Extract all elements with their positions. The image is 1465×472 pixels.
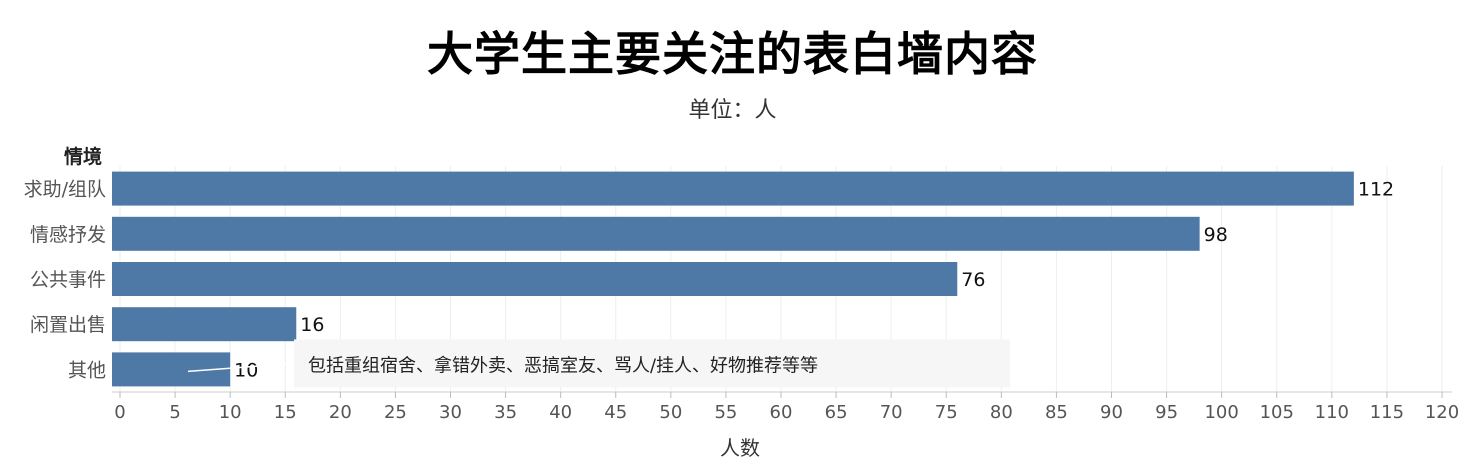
x-tick-label: 105	[1260, 402, 1294, 423]
data-label: 98	[1204, 224, 1228, 246]
y-axis-label: 情境	[64, 146, 103, 168]
chart-title: 大学生主要关注的表白墙内容	[427, 27, 1038, 81]
x-tick-label: 110	[1315, 402, 1349, 423]
x-tick-label: 20	[329, 402, 352, 423]
category-label: 其他	[68, 359, 106, 381]
x-tick-label: 65	[825, 402, 848, 423]
x-tick-label: 75	[935, 402, 958, 423]
x-tick-label: 55	[714, 402, 737, 423]
x-tick-label: 80	[990, 402, 1013, 423]
annotation-connector	[187, 362, 295, 373]
chart-subtitle: 单位：人	[688, 98, 777, 123]
bar	[112, 216, 1200, 251]
x-axis-label: 人数	[720, 436, 760, 460]
category-label: 公共事件	[30, 269, 106, 291]
x-tick-label: 90	[1100, 402, 1123, 423]
x-tick-label: 100	[1204, 402, 1238, 423]
x-tick-label: 15	[274, 402, 297, 423]
data-label: 76	[961, 269, 985, 291]
annotation-box	[294, 339, 1010, 388]
x-tick-label: 45	[604, 402, 627, 423]
bar	[112, 171, 1354, 206]
category-label: 闲置出售	[30, 314, 106, 336]
x-tick-label: 40	[549, 402, 572, 423]
data-label: 16	[300, 314, 324, 336]
x-tick-label: 95	[1155, 402, 1178, 423]
x-tick-label: 30	[439, 402, 462, 423]
category-label: 情感抒发	[30, 224, 106, 246]
x-tick-label: 35	[494, 402, 517, 423]
data-label: 112	[1358, 179, 1394, 201]
x-tick-label: 5	[169, 402, 180, 423]
x-tick-label: 10	[219, 402, 242, 423]
x-tick-label: 115	[1370, 402, 1404, 423]
bar	[112, 307, 297, 342]
x-tick-label: 25	[384, 402, 407, 423]
x-tick-label: 50	[659, 402, 682, 423]
x-tick-label: 70	[880, 402, 903, 423]
x-tick-label: 60	[770, 402, 793, 423]
x-tick-label: 0	[114, 402, 125, 423]
x-tick-label: 85	[1045, 402, 1068, 423]
bar	[112, 262, 958, 296]
data-label: 10	[234, 359, 258, 381]
category-label: 求助/组队	[24, 179, 106, 201]
annotation-text: 包括重组宿舍、拿错外卖、恶搞室友、骂人/挂人、好物推荐等等	[308, 354, 818, 376]
x-tick-label: 120	[1425, 402, 1459, 423]
